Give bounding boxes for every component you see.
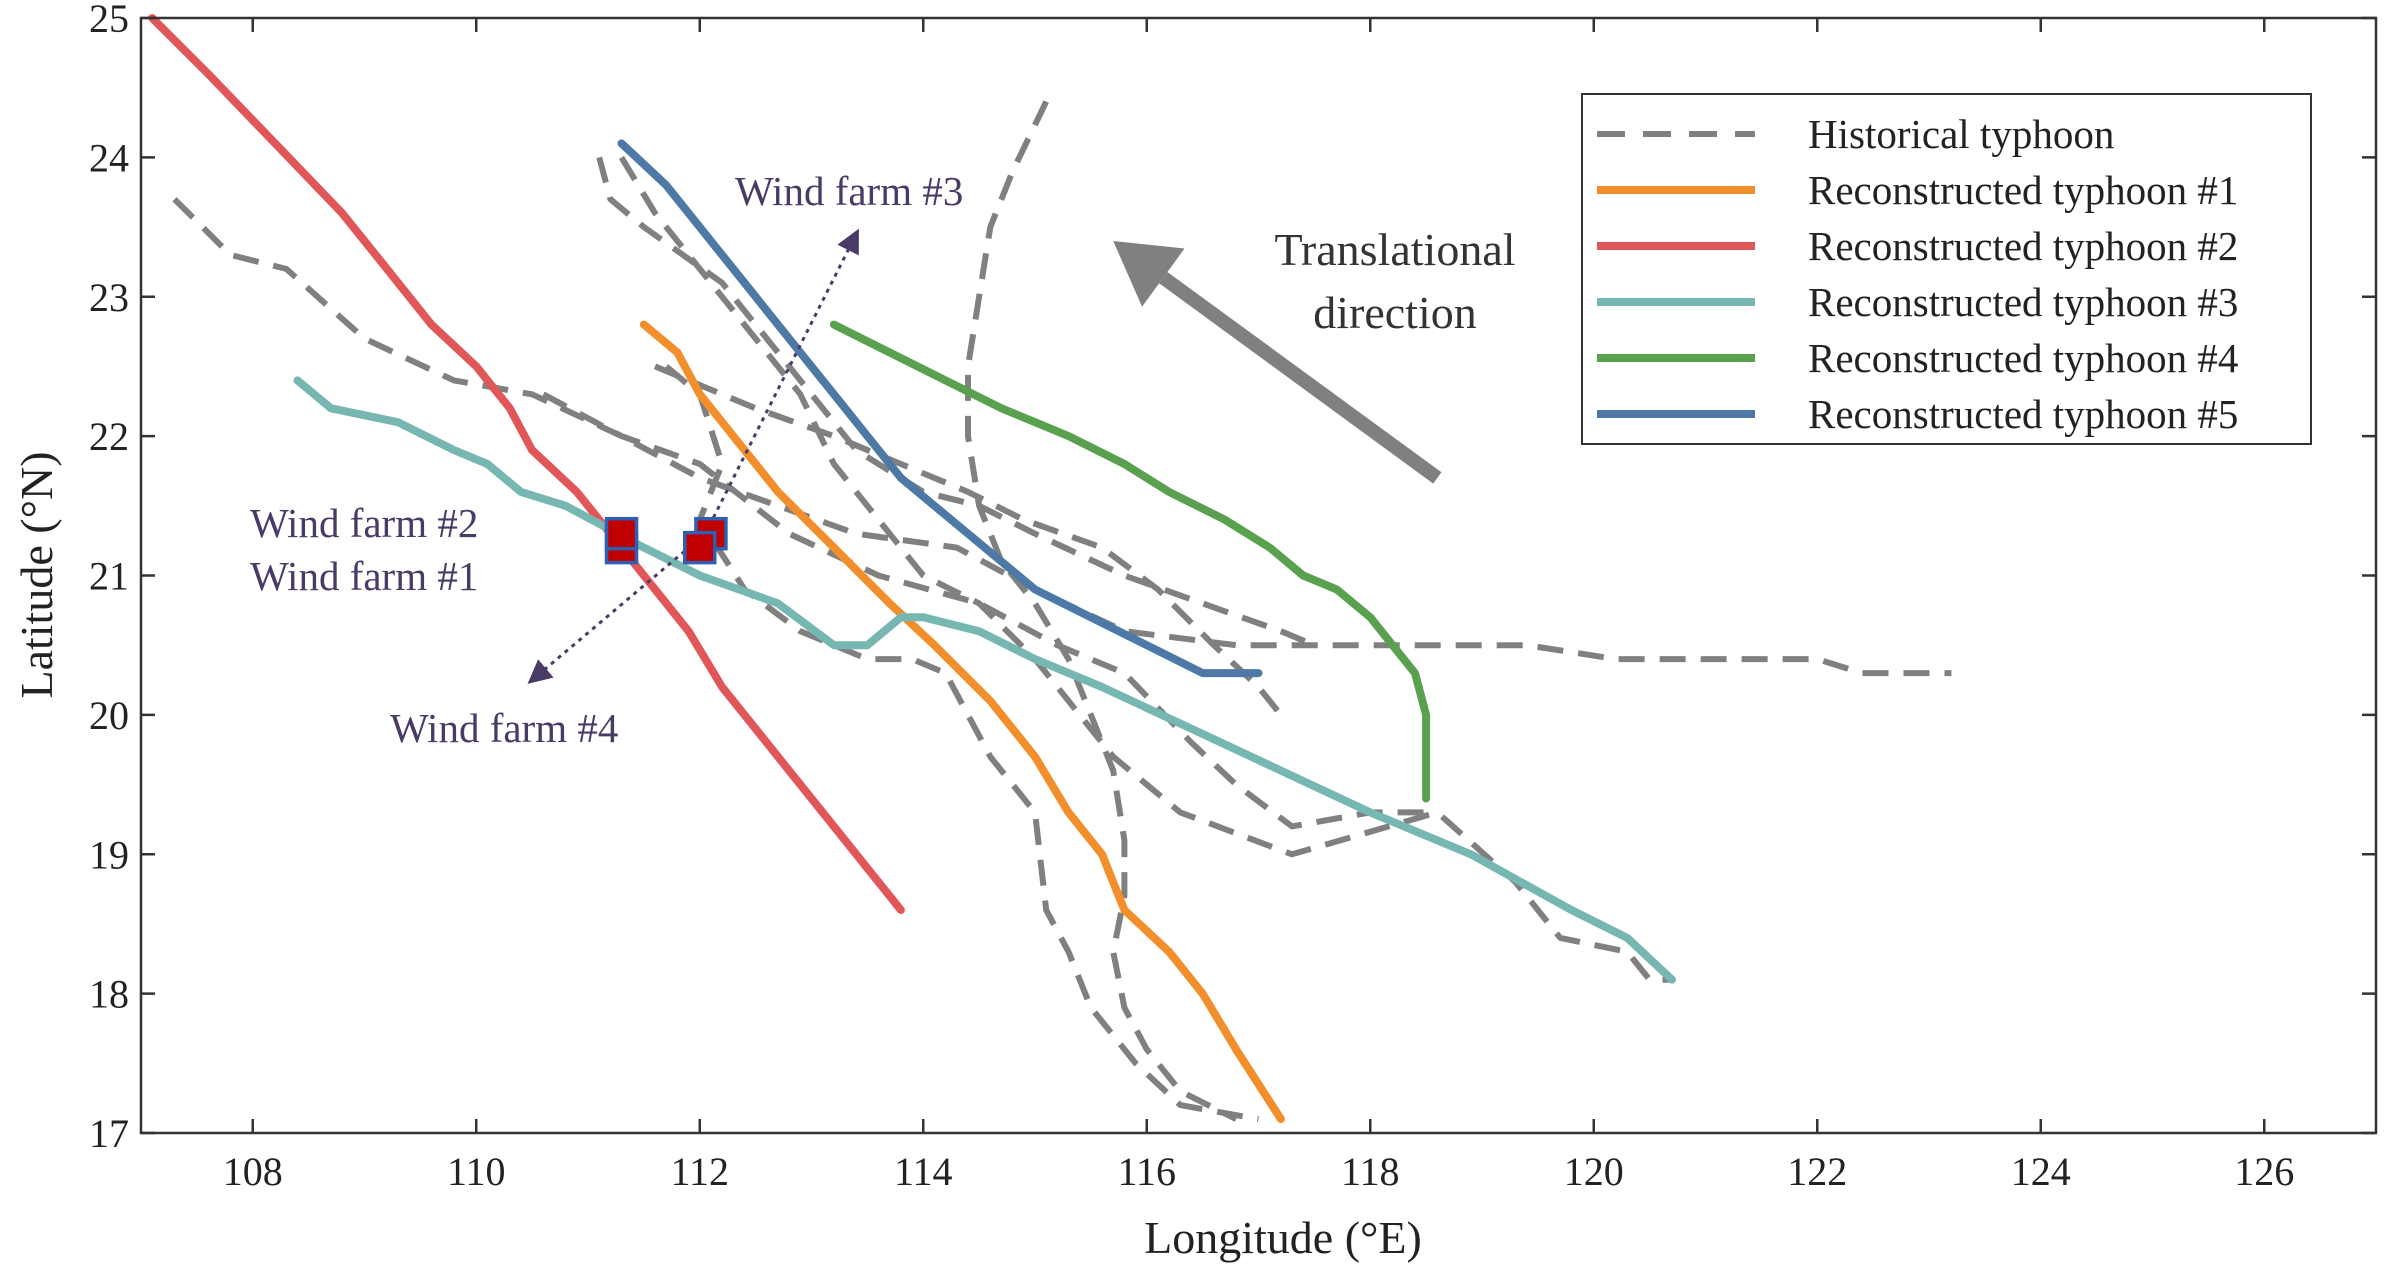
x-tick-label: 122 bbox=[1787, 1149, 1847, 1194]
direction-arrow-head bbox=[1113, 241, 1185, 307]
x-tick-label: 116 bbox=[1117, 1149, 1176, 1194]
legend-label-3: Reconstructed typhoon #2 bbox=[1808, 223, 2238, 269]
wind-farm-3-arrow bbox=[703, 228, 859, 535]
reconstructed-track-1 bbox=[639, 320, 1285, 1124]
legend-box bbox=[1581, 93, 2312, 445]
x-axis-label: Longitude (°E) bbox=[1144, 1212, 1422, 1263]
y-tick-label: 23 bbox=[89, 275, 129, 320]
wind-farm-4-arrow bbox=[527, 532, 707, 684]
axes-layer: Longitude (°E) Latitude (°N) 108 110 112 11… bbox=[11, 0, 2378, 1263]
reconstructed-track-4 bbox=[829, 320, 1431, 803]
y-tick-label: 22 bbox=[89, 414, 129, 459]
y-tick-label: 19 bbox=[89, 832, 129, 877]
y-tick-label: 17 bbox=[89, 1111, 129, 1156]
wind-farm-marker-4 bbox=[683, 530, 717, 565]
historical-track-1 bbox=[172, 197, 1952, 677]
wind-farm-3-label: Wind farm #3 bbox=[735, 168, 963, 214]
wind-farm-4-label: Wind farm #4 bbox=[390, 705, 618, 751]
x-tick-label: 124 bbox=[2011, 1149, 2071, 1194]
y-axis-label: Latitude (°N) bbox=[11, 451, 62, 698]
legend-label-2: Reconstructed typhoon #1 bbox=[1808, 167, 2238, 213]
legend-label-5: Reconstructed typhoon #4 bbox=[1808, 335, 2238, 381]
historical-track-6 bbox=[653, 363, 1284, 717]
direction-arrow-shaft bbox=[1159, 271, 1442, 484]
x-tick-label: 120 bbox=[1564, 1149, 1624, 1194]
y-tick-label: 18 bbox=[89, 972, 129, 1017]
reconstructed-track-5 bbox=[617, 139, 1263, 678]
x-tick-label: 114 bbox=[894, 1149, 953, 1194]
wind-farm-marker-2 bbox=[604, 516, 639, 551]
historical-track-7 bbox=[965, 100, 1238, 1122]
wind-farm-2-label: Wind farm #2 bbox=[250, 500, 478, 546]
x-tick-label: 118 bbox=[1341, 1149, 1400, 1194]
reconstructed-track-2 bbox=[148, 14, 905, 914]
x-tick-label: 126 bbox=[2234, 1149, 2294, 1194]
y-tick-label: 20 bbox=[89, 693, 129, 738]
x-tick-label: 112 bbox=[670, 1149, 729, 1194]
y-tick-label: 25 bbox=[89, 0, 129, 41]
direction-label-line1: Translational bbox=[1274, 224, 1515, 275]
x-tick-label: 110 bbox=[447, 1149, 506, 1194]
direction-label-line2: direction bbox=[1313, 287, 1477, 338]
historical-track-5 bbox=[664, 364, 1260, 1123]
reconstructed-track-3 bbox=[293, 376, 1676, 984]
x-tick-label: 108 bbox=[223, 1149, 283, 1194]
wind-farm-1-label: Wind farm #1 bbox=[250, 553, 478, 599]
historical-track-2 bbox=[596, 156, 1316, 648]
y-tick-label: 24 bbox=[89, 135, 129, 180]
legend-label-6: Reconstructed typhoon #5 bbox=[1808, 391, 2238, 437]
legend-label-4: Reconstructed typhoon #3 bbox=[1808, 279, 2238, 325]
legend-label-1: Historical typhoon bbox=[1808, 111, 2114, 157]
markers-layer bbox=[527, 228, 1442, 684]
annotation-layer: Wind farm #2 Wind farm #1 Wind farm #3 W… bbox=[250, 168, 1516, 751]
y-tick-label: 21 bbox=[89, 554, 129, 599]
legend: Historical typhoon Reconstructed typhoon … bbox=[1581, 93, 2312, 445]
tracks-layer bbox=[148, 14, 1952, 1124]
